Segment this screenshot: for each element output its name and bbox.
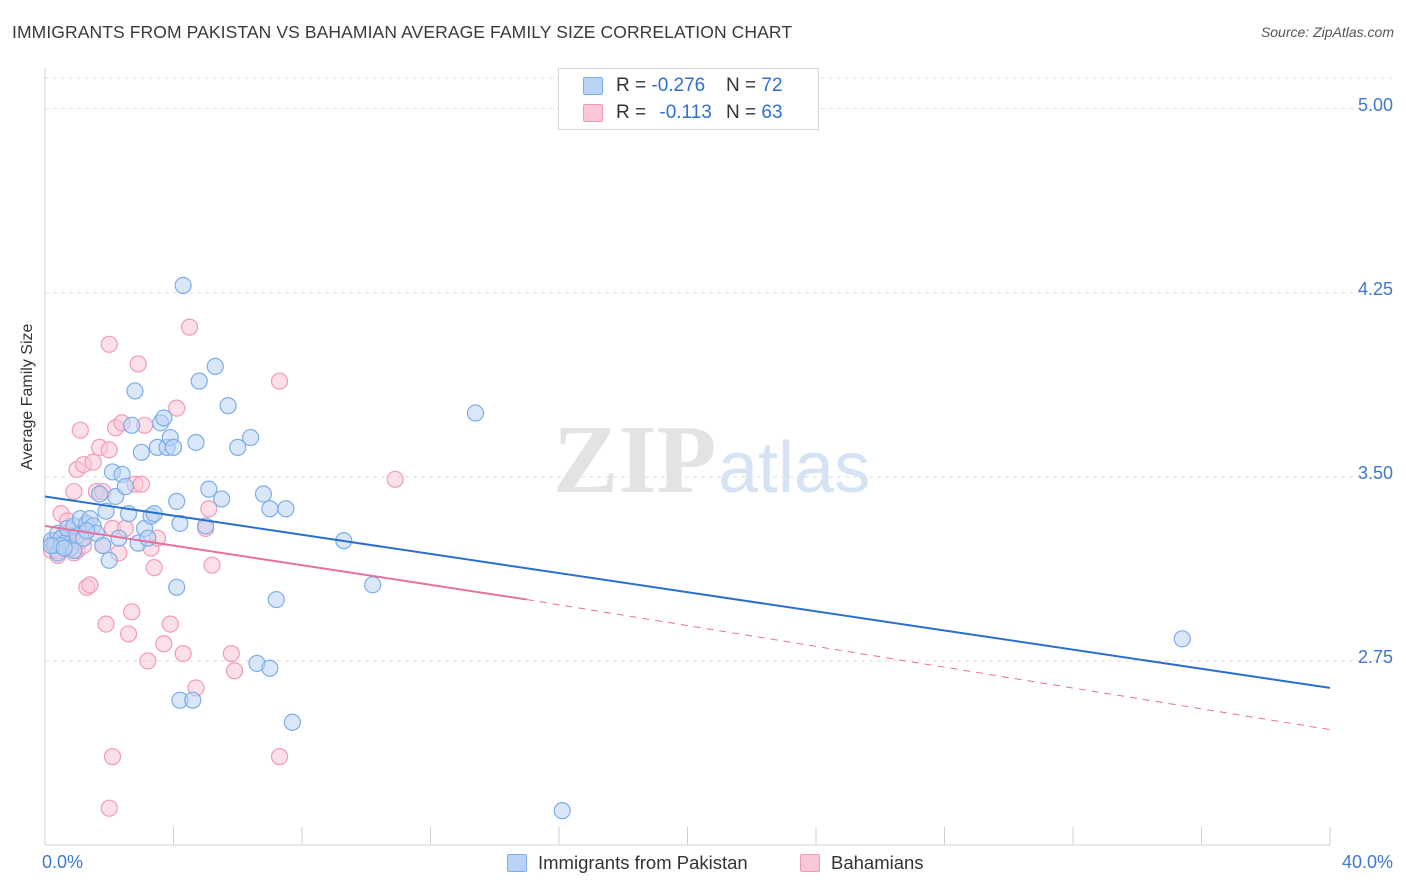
data-point — [174, 644, 192, 663]
data-point — [103, 748, 122, 766]
series-bahamians — [42, 318, 404, 817]
data-point — [97, 502, 115, 520]
data-point — [132, 443, 150, 461]
y-tick-label: 4.25 — [1357, 278, 1393, 299]
data-point — [94, 536, 112, 555]
watermark-atlas: atlas — [718, 428, 870, 508]
data-point — [132, 475, 150, 493]
watermark: ZIP atlas — [553, 406, 870, 514]
legend-swatch-blue — [507, 854, 527, 872]
data-point — [283, 713, 301, 731]
data-point — [364, 576, 382, 594]
data-point — [213, 490, 231, 508]
data-point — [116, 478, 134, 496]
chart-title: IMMIGRANTS FROM PAKISTAN VS BAHAMIAN AVE… — [12, 22, 793, 42]
data-point — [277, 500, 295, 518]
data-point — [168, 492, 186, 510]
data-point — [190, 372, 208, 390]
legend-label: Immigrants from Pakistan — [538, 852, 748, 873]
r-stat: R = -0.113 — [616, 102, 712, 123]
y-axis-label: Average Family Size — [19, 323, 36, 470]
stats-legend-row-pakistan: R = -0.276 N = 72 — [583, 74, 783, 98]
data-point — [145, 559, 163, 577]
data-point — [254, 485, 273, 503]
legend-swatch-pink — [583, 104, 603, 122]
legend-swatch-blue — [583, 77, 603, 95]
data-point — [139, 652, 157, 670]
stats-legend-row-bahamians: R = -0.113 N = 63 — [583, 101, 783, 125]
data-point — [267, 590, 285, 609]
data-point — [200, 500, 218, 518]
y-tick-label: 5.00 — [1357, 94, 1393, 115]
data-point — [161, 615, 179, 633]
data-point — [164, 438, 183, 456]
data-point — [97, 615, 115, 633]
watermark-zip: ZIP — [553, 406, 716, 514]
axes — [44, 68, 1331, 846]
legend-swatch-pink — [800, 854, 820, 872]
data-point — [84, 453, 102, 471]
data-point — [168, 399, 186, 417]
data-point — [100, 551, 118, 569]
data-point — [100, 799, 118, 817]
data-point — [155, 409, 173, 427]
data-point — [229, 438, 247, 456]
legend-label: Bahamians — [831, 852, 924, 873]
data-point — [139, 529, 157, 547]
data-point — [155, 635, 173, 653]
r-stat: R = -0.276 — [616, 75, 706, 96]
data-point — [100, 441, 118, 459]
trend-line — [44, 524, 528, 601]
trend-lines — [44, 495, 1331, 731]
data-point — [55, 539, 73, 557]
data-point — [270, 748, 289, 766]
data-point — [466, 404, 485, 422]
data-point — [171, 514, 189, 533]
data-point — [386, 470, 404, 488]
data-point — [187, 433, 205, 452]
data-point — [270, 372, 289, 390]
data-point — [200, 480, 218, 498]
data-point — [123, 416, 141, 434]
data-point — [184, 691, 202, 709]
trend-line — [44, 495, 1331, 689]
data-point — [119, 625, 138, 643]
data-point — [242, 428, 260, 447]
data-point — [206, 357, 224, 375]
data-point — [100, 335, 118, 353]
data-point — [180, 318, 199, 336]
legend-item-pakistan[interactable]: Immigrants from Pakistan — [507, 852, 748, 874]
n-stat: N = 72 — [726, 75, 783, 96]
y-tick-label: 3.50 — [1357, 462, 1393, 483]
gridlines — [45, 77, 1392, 662]
data-point — [81, 576, 99, 594]
data-point — [91, 485, 109, 503]
data-point — [123, 603, 141, 621]
data-point — [225, 662, 244, 680]
data-point — [222, 644, 240, 663]
data-point — [261, 659, 279, 677]
data-point — [174, 276, 192, 294]
series-immigrants-from-pakistan — [42, 276, 1191, 820]
data-point — [129, 355, 147, 373]
data-point — [219, 397, 237, 415]
data-point — [261, 500, 279, 518]
data-point — [1173, 630, 1191, 648]
data-point — [553, 802, 571, 820]
trend-line — [526, 599, 1331, 731]
source-credit: Source: ZipAtlas.com — [1260, 24, 1394, 40]
x-tick-label-max: 40.0% — [1341, 852, 1393, 872]
data-point — [203, 556, 221, 574]
stats-legend: R = -0.276 N = 72 R = -0.113 N = 63 — [558, 68, 819, 130]
data-point — [126, 382, 144, 400]
legend-item-bahamians[interactable]: Bahamians — [800, 852, 924, 874]
data-point — [65, 482, 83, 501]
x-tick-label-min: 0.0% — [42, 852, 84, 872]
data-point — [168, 578, 186, 596]
series-legend: Immigrants from Pakistan Bahamians — [0, 852, 1406, 878]
data-point — [71, 421, 89, 439]
n-stat: N = 63 — [726, 102, 783, 123]
y-tick-label: 2.75 — [1357, 646, 1393, 667]
